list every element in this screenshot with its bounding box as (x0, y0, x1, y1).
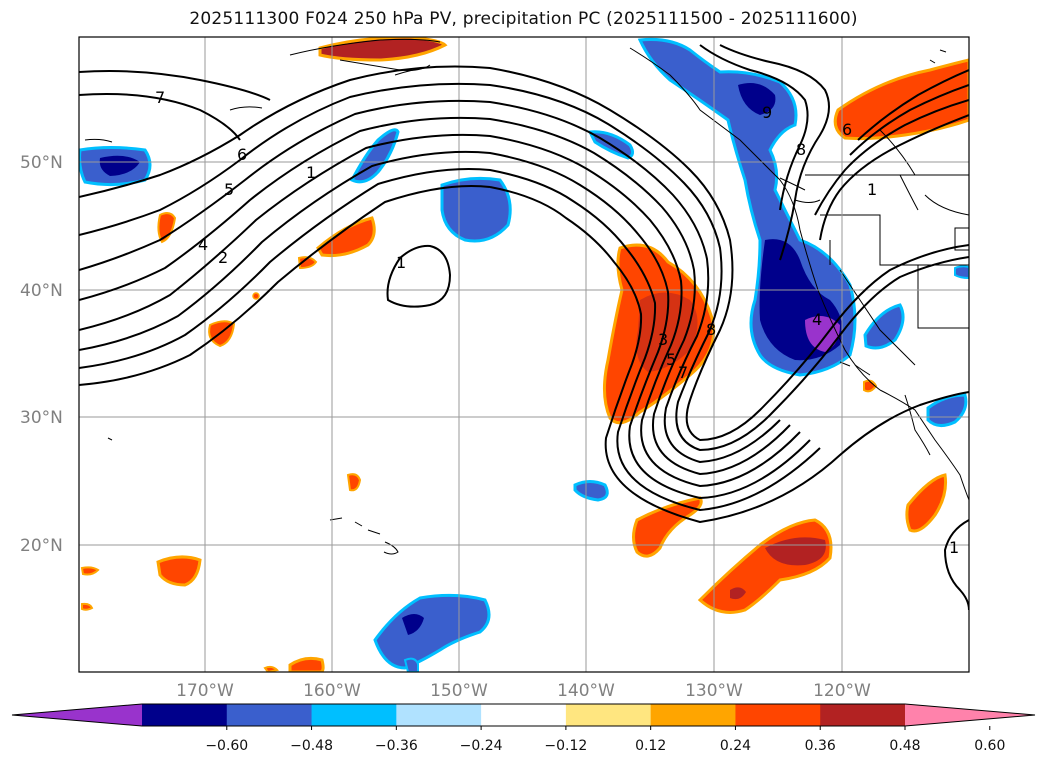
colorbar-segment (820, 704, 906, 726)
contour-label: 6 (842, 120, 852, 139)
contour-label: 4 (198, 235, 208, 254)
contour-label: 5 (666, 350, 676, 369)
contour-label: 1 (306, 163, 316, 182)
colorbar-tick-label: −0.24 (460, 738, 503, 754)
lat-label-30n: 30°N (20, 408, 63, 428)
colorbar-tick-label: 0.12 (635, 738, 666, 754)
contour-label: 4 (812, 310, 822, 329)
lon-label-120w: 120°W (813, 681, 871, 701)
colorbar-segment (311, 704, 397, 726)
colorbar-segment (565, 704, 652, 726)
gridlines (79, 37, 969, 672)
contour-label: 7 (678, 363, 688, 382)
lon-label-170w: 170°W (176, 681, 234, 701)
colorbar-tick-label: −0.48 (290, 738, 333, 754)
colorbar-segment (481, 704, 567, 726)
contour-label: 8 (706, 320, 716, 339)
lat-label-20n: 20°N (20, 536, 63, 556)
lon-label-130w: 130°W (685, 681, 743, 701)
contour-label: 1 (867, 180, 877, 199)
map-area: 7 6 5 4 2 1 1 9 8 6 1 3 5 7 8 4 1 (79, 37, 969, 672)
colorbar: −0.60 −0.48 −0.36 −0.24 −0.12 0.12 0.24 0.36 0.4… (11, 703, 1036, 754)
pv-contours (79, 44, 969, 611)
contour-label: 7 (155, 88, 165, 107)
colorbar-segment (650, 704, 736, 726)
colorbar-tick-label: −0.36 (375, 738, 418, 754)
colorbar-segment (735, 704, 821, 726)
colorbar-tick-label: 0.60 (974, 738, 1005, 754)
colorbar-segment (226, 704, 313, 726)
map-title: 2025111300 F024 250 hPa PV, precipitatio… (189, 9, 858, 29)
colorbar-tick-label: 0.24 (720, 738, 751, 754)
colorbar-min-extend (12, 704, 142, 726)
colorbar-tick-label: 0.36 (805, 738, 836, 754)
lat-label-50n: 50°N (20, 153, 63, 173)
contour-label: 2 (218, 248, 228, 267)
contour-label: 6 (237, 145, 247, 164)
map-frame (78, 36, 970, 673)
lat-label-40n: 40°N (20, 281, 63, 301)
colorbar-tick-label: −0.60 (205, 738, 248, 754)
colorbar-segment (142, 704, 228, 726)
contour-label: 9 (762, 103, 772, 122)
contour-label: 1 (396, 253, 406, 272)
colorbar-max-extend (905, 704, 1035, 726)
contour-labels: 7 6 5 4 2 1 1 9 8 6 1 3 5 7 8 4 1 (155, 88, 959, 557)
lon-label-160w: 160°W (303, 681, 361, 701)
contour-label: 1 (949, 538, 959, 557)
colorbar-tick-label: −0.12 (544, 738, 587, 754)
colorbar-outline (11, 703, 1036, 727)
lon-label-150w: 150°W (430, 681, 488, 701)
coastlines (84, 38, 969, 555)
contour-label: 8 (796, 140, 806, 159)
contour-label: 5 (224, 180, 234, 199)
contour-label: 3 (658, 330, 668, 349)
colorbar-tick-label: 0.48 (889, 738, 920, 754)
colorbar-segment (396, 704, 482, 726)
lon-label-140w: 140°W (557, 681, 615, 701)
